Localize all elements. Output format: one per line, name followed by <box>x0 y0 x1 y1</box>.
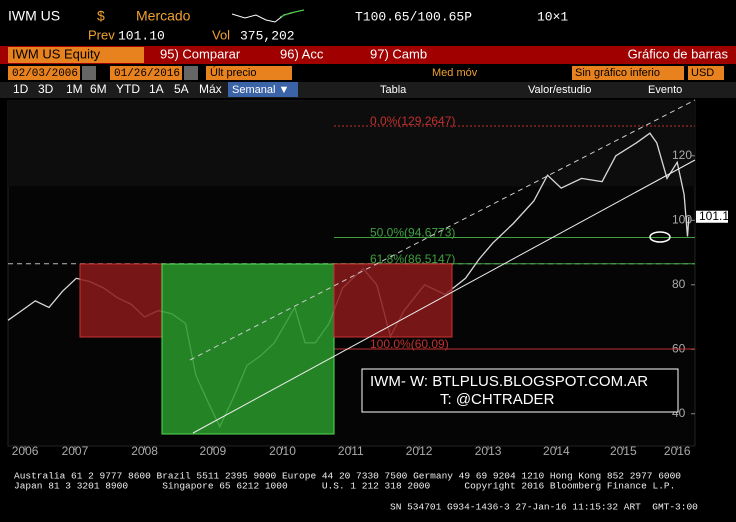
actions[interactable]: 96) Acc <box>280 46 324 61</box>
x-tick-label: 2012 <box>406 444 433 458</box>
range-button[interactable]: 5A <box>174 82 189 96</box>
fib-label: 50.0%(94.6773) <box>370 226 455 240</box>
menu-bar <box>0 46 736 64</box>
cal-btn[interactable] <box>82 66 96 80</box>
start[interactable]: 02/03/2006 <box>12 68 78 80</box>
x-tick-label: 2014 <box>543 444 570 458</box>
period[interactable]: Semanal ▼ <box>232 84 289 96</box>
vol: 375,202 <box>240 28 295 43</box>
chart-name: Gráfico de barras <box>628 46 729 61</box>
y-tick-label: 60 <box>672 341 686 355</box>
last-price-label: 101.10 <box>699 209 736 223</box>
prev: 101.10 <box>118 28 165 43</box>
ticker: IWM US <box>8 8 60 24</box>
range-button[interactable]: 1M <box>66 82 83 96</box>
x-tick-label: 2009 <box>200 444 227 458</box>
end-box[interactable] <box>110 66 182 80</box>
trendline <box>192 159 696 434</box>
x-tick-label: 2006 <box>12 444 39 458</box>
last-price-tag <box>696 210 728 223</box>
quote: T100.65/100.65P <box>355 9 472 24</box>
band <box>8 101 695 187</box>
fib-label: 0.0%(129.2647) <box>370 114 455 128</box>
x-tick-label: 2013 <box>475 444 502 458</box>
ccy-box[interactable] <box>688 66 724 80</box>
period-box[interactable] <box>228 82 298 97</box>
vol-label: Vol <box>212 27 230 42</box>
y-tick-label: 80 <box>672 277 686 291</box>
range-button[interactable]: YTD <box>116 82 140 96</box>
y-tick-label: 100 <box>672 212 692 226</box>
range-button[interactable]: Máx <box>199 82 222 96</box>
prev-label: Prev <box>88 27 115 42</box>
fib-label: 100.0%(60.09) <box>370 337 449 351</box>
market: Mercado <box>136 8 191 24</box>
size: 10×1 <box>537 9 568 24</box>
currency: $ <box>97 8 105 24</box>
range-box <box>161 263 335 435</box>
annotation: T: @CHTRADER <box>440 391 555 408</box>
ccy[interactable]: USD <box>691 67 714 79</box>
security[interactable]: IWM US Equity <box>12 46 101 61</box>
change[interactable]: 97) Camb <box>370 46 427 61</box>
trendline <box>189 99 696 361</box>
moving-avg[interactable]: Med móv <box>432 67 478 79</box>
x-tick-label: 2010 <box>269 444 296 458</box>
start-box[interactable] <box>8 66 80 80</box>
security-box[interactable] <box>8 47 144 63</box>
y-tick-label: 120 <box>672 148 692 162</box>
compare[interactable]: 95) Comparar <box>160 46 241 61</box>
x-tick-label: 2016 <box>664 444 691 458</box>
annotation-box <box>361 368 679 413</box>
x-tick-label: 2011 <box>338 444 364 458</box>
range-button[interactable]: 3D <box>38 82 54 96</box>
study[interactable]: Valor/estudio <box>528 84 591 96</box>
range-box <box>79 263 163 338</box>
annotation: IWM- W: BTLPLUS.BLOGSPOT.COM.AR <box>370 373 648 390</box>
x-tick-label: 2015 <box>610 444 637 458</box>
range-box <box>333 263 453 338</box>
range-button[interactable]: 1A <box>149 82 164 96</box>
table[interactable]: Tabla <box>380 84 407 96</box>
lower[interactable]: Sin gráfico inferio <box>575 67 660 79</box>
lower-box[interactable] <box>572 66 684 80</box>
footer: Australia 61 2 9777 8600 Brazil 5511 239… <box>14 471 681 482</box>
fib-label: 61.8%(86.5147) <box>370 252 455 266</box>
footer: Japan 81 3 3201 8900 Singapore 65 6212 1… <box>14 481 675 492</box>
field[interactable]: Últ precio <box>210 66 256 79</box>
range-button[interactable]: 6M <box>90 82 107 96</box>
sparkline-up <box>279 9 305 18</box>
toolbar <box>0 82 736 98</box>
event[interactable]: Evento <box>648 84 682 96</box>
range-button[interactable]: 1D <box>13 82 29 96</box>
end[interactable]: 01/26/2016 <box>114 68 180 80</box>
field-box[interactable] <box>206 66 292 80</box>
footer: SN 534701 G934-1436-3 27-Jan-16 11:15:32… <box>390 502 698 513</box>
cal-btn[interactable] <box>184 66 198 80</box>
x-tick-label: 2008 <box>131 444 158 458</box>
highlight <box>649 231 671 243</box>
x-tick-label: 2007 <box>62 444 89 458</box>
